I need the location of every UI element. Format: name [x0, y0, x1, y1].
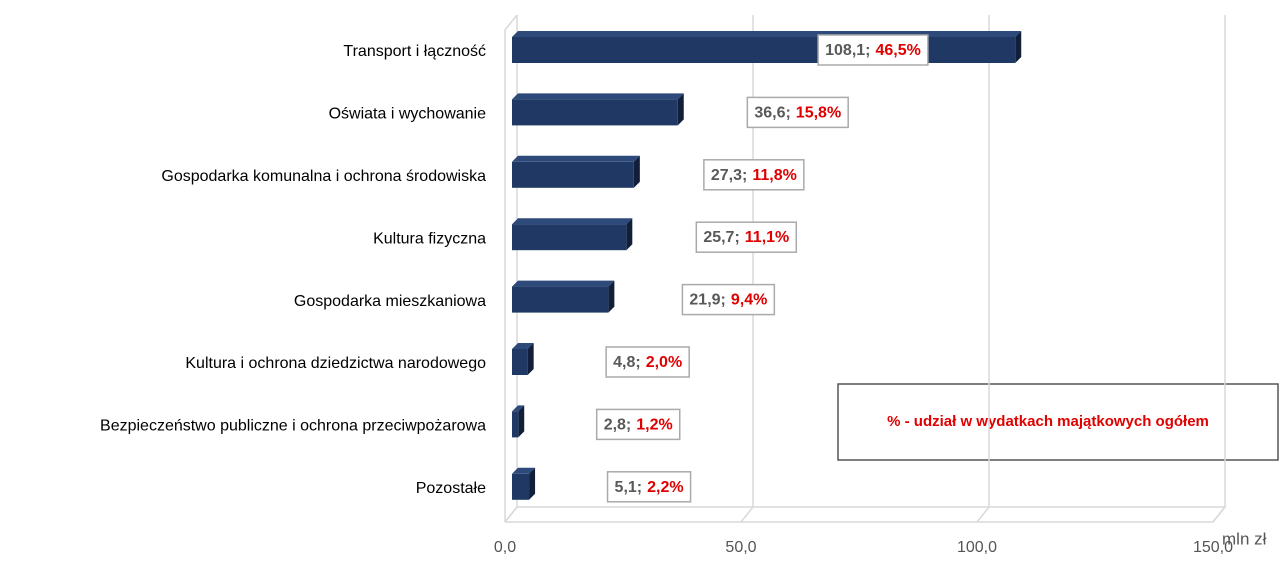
y-tick-label: Gospodarka mieszkaniowa	[294, 293, 486, 310]
bar	[512, 349, 528, 375]
data-label-box	[703, 159, 805, 191]
bar-side	[626, 218, 633, 251]
bar-top	[512, 467, 536, 474]
grid-line	[1212, 15, 1226, 523]
value-label: 5,1;	[615, 479, 643, 496]
y-tick-label: Oświata i wychowanie	[329, 106, 487, 123]
data-label-text: 4,8; 2,0%	[613, 354, 682, 371]
data-label-text: 21,9; 9,4%	[689, 292, 767, 309]
bar-side	[608, 280, 615, 313]
share-label: 2,0%	[646, 354, 682, 371]
y-tick-label: Bezpieczeństwo publiczne i ochrona przec…	[100, 418, 486, 435]
bar	[512, 286, 609, 313]
data-label-text: 5,1; 2,2%	[615, 479, 684, 496]
grid-line	[976, 15, 990, 523]
bar-top	[512, 405, 525, 412]
data-label: 4,8; 2,0%	[605, 346, 690, 378]
bar	[512, 411, 519, 438]
data-label-text: 108,1; 46,5%	[825, 42, 921, 59]
share-label: 1,2%	[636, 417, 672, 434]
bar-top	[512, 218, 633, 225]
bar-top	[512, 31, 1022, 37]
floor	[504, 506, 1227, 523]
x-tick-label: 100,0	[957, 539, 997, 556]
share-label: 11,8%	[752, 167, 796, 184]
bar-top	[512, 343, 534, 349]
data-label-box	[746, 96, 849, 129]
data-label-box	[695, 221, 798, 253]
bar-side	[1015, 31, 1022, 63]
bar-top	[512, 280, 615, 287]
share-label: 11,1%	[745, 229, 789, 246]
share-label: 2,2%	[647, 479, 683, 496]
data-label: 27,3; 11,8%	[703, 159, 805, 191]
value-label: 27,3;	[711, 167, 747, 184]
note-box	[837, 383, 1279, 461]
data-label-text: 27,3; 11,8%	[711, 167, 797, 184]
bar-top	[512, 155, 640, 162]
x-axis-label: mln zł	[1222, 529, 1267, 548]
share-label: 46,5%	[876, 42, 921, 59]
bar-side	[527, 343, 534, 375]
x-tick-label: 50,0	[725, 539, 756, 556]
data-label: 36,6; 15,8%	[746, 96, 849, 129]
data-label: 21,9; 9,4%	[681, 283, 776, 316]
grid-line	[504, 15, 518, 523]
y-tick-label: Kultura fizyczna	[373, 230, 486, 247]
y-tick-label: Kultura i ochrona dziedzictwa narodowego	[185, 355, 486, 372]
note: % - udział w wydatkach majątkowych ogółe…	[887, 413, 1209, 430]
value-label: 108,1;	[825, 42, 870, 59]
data-label-box	[595, 408, 681, 441]
bar	[512, 224, 627, 251]
value-label: 25,7;	[703, 229, 739, 246]
y-tick-label: Transport i łączność	[343, 43, 486, 60]
data-label-box	[817, 34, 929, 66]
share-label: 9,4%	[731, 292, 767, 309]
data-label: 5,1; 2,2%	[606, 471, 692, 503]
bar	[512, 37, 1016, 63]
bar	[512, 99, 678, 126]
x-tick-label: 0,0	[494, 539, 516, 556]
x-tick-label: 150,0	[1193, 539, 1233, 556]
data-label-text: 25,7; 11,1%	[703, 229, 789, 246]
data-label-box	[681, 283, 776, 316]
data-label: 2,8; 1,2%	[595, 408, 681, 441]
data-label-text: 36,6; 15,8%	[754, 105, 841, 122]
grid-line	[740, 15, 754, 523]
value-label: 21,9;	[689, 292, 725, 309]
value-label: 36,6;	[754, 105, 790, 122]
value-label: 4,8;	[613, 354, 641, 371]
data-label: 108,1; 46,5%	[817, 34, 929, 66]
y-tick-label: Pozostałe	[416, 480, 486, 497]
bar-side	[633, 155, 640, 188]
share-label: 15,8%	[796, 105, 841, 122]
bar	[512, 161, 634, 188]
data-label-box	[606, 471, 692, 503]
data-label: 25,7; 11,1%	[695, 221, 798, 253]
bar-side	[518, 405, 525, 438]
data-label-text: 2,8; 1,2%	[604, 417, 673, 434]
bar-top	[512, 93, 684, 100]
y-tick-label: Gospodarka komunalna i ochrona środowisk…	[161, 168, 486, 185]
bar	[512, 473, 530, 500]
bar-side	[529, 467, 536, 500]
wall	[504, 14, 518, 522]
data-label-box	[605, 346, 690, 378]
value-label: 2,8;	[604, 417, 632, 434]
bar-side	[677, 93, 684, 126]
